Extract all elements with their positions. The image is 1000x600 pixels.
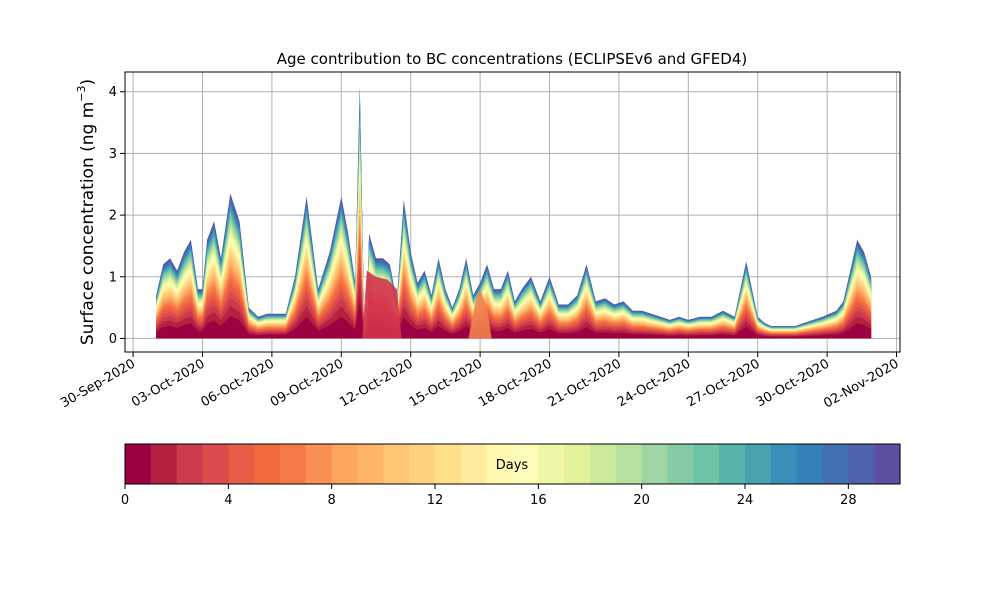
x-tick-label-2: 06-Oct-2020 — [199, 356, 277, 410]
x-tick-label-5: 15-Oct-2020 — [407, 356, 485, 410]
x-tick-label-6: 18-Oct-2020 — [476, 356, 554, 410]
colorbar-cell-6 — [280, 444, 307, 484]
colorbar-cell-15 — [512, 444, 539, 484]
colorbar-tick-label-6: 24 — [737, 493, 754, 508]
y-tick-label-2: 2 — [109, 209, 117, 224]
colorbar-tick-label-3: 12 — [427, 493, 444, 508]
colorbar-tick-label-4: 16 — [530, 493, 547, 508]
y-axis: 0 1 2 3 4 — [109, 85, 125, 347]
colorbar-cell-3 — [202, 444, 229, 484]
y-axis-label-close: ) — [78, 79, 98, 86]
x-tick-label-3: 09-Oct-2020 — [268, 356, 346, 410]
plot-frame — [124, 71, 901, 353]
x-tick-label-9: 27-Oct-2020 — [684, 356, 762, 410]
y-tick-label-3: 3 — [109, 147, 117, 162]
y-tick-label-0: 0 — [109, 332, 117, 347]
colorbar-cell-16 — [538, 444, 565, 484]
y-tick-label-4: 4 — [109, 85, 117, 100]
colorbar-cell-11 — [409, 444, 436, 484]
colorbar-cell-9 — [357, 444, 384, 484]
x-tick-label-1: 03-Oct-2020 — [129, 356, 207, 410]
y-axis-label-text: Surface concentration (ng m — [78, 102, 98, 345]
colorbar-tick-label-0: 0 — [121, 493, 129, 508]
colorbar-cell-7 — [305, 444, 333, 484]
colorbar-cell-2 — [176, 444, 204, 484]
stacked-age-areas — [156, 85, 872, 339]
colorbar-cell-24 — [745, 444, 772, 484]
colorbar-cell-8 — [331, 444, 359, 484]
plot-area: 30-Sep-202003-Oct-202006-Oct-202009-Oct-… — [58, 71, 902, 411]
colorbar-ticks: 0 4 8 12 16 20 24 28 — [121, 484, 857, 508]
x-axis: 30-Sep-202003-Oct-202006-Oct-202009-Oct-… — [58, 352, 902, 411]
colorbar-cell-13 — [460, 444, 488, 484]
colorbar-cell-26 — [796, 444, 824, 484]
colorbar-cell-4 — [228, 444, 255, 484]
colorbar-cells — [125, 444, 901, 484]
colorbar-label: Days — [496, 458, 529, 473]
age-band-area-0 — [156, 299, 872, 339]
gridlines — [125, 72, 900, 352]
y-axis-label-exponent: −3 — [75, 85, 88, 101]
colorbar-cell-0 — [125, 444, 152, 484]
colorbar-cell-18 — [590, 444, 617, 484]
x-tick-label-7: 21-Oct-2020 — [546, 356, 624, 410]
colorbar-tick-label-2: 8 — [328, 493, 336, 508]
young-plume-area-0 — [362, 270, 402, 339]
colorbar-tick-label-1: 4 — [224, 493, 232, 508]
colorbar-cell-19 — [615, 444, 643, 484]
x-tick-label-8: 24-Oct-2020 — [615, 356, 693, 410]
colorbar-tick-label-5: 20 — [633, 493, 650, 508]
colorbar-cell-10 — [383, 444, 410, 484]
y-axis-label: Surface concentration (ng m−3) — [75, 79, 98, 345]
colorbar-cell-28 — [848, 444, 875, 484]
colorbar-cell-21 — [667, 444, 694, 484]
colorbar-cell-17 — [564, 444, 591, 484]
colorbar-frame — [124, 443, 901, 485]
young-plume-area-1 — [468, 289, 492, 339]
colorbar-cell-29 — [874, 444, 901, 484]
colorbar-cell-23 — [719, 444, 746, 484]
young-age-plumes — [362, 270, 492, 339]
colorbar-cell-1 — [150, 444, 178, 484]
colorbar-cell-12 — [435, 444, 462, 484]
colorbar-cell-22 — [693, 444, 720, 484]
x-tick-label-0: 30-Sep-2020 — [58, 356, 138, 411]
svg-text:Surface concentration (ng m−3): Surface concentration (ng m−3) — [75, 79, 98, 345]
colorbar-cell-14 — [486, 444, 514, 484]
colorbar-cell-20 — [641, 444, 669, 484]
colorbar-cell-27 — [822, 444, 849, 484]
colorbar: Days 0 4 8 12 16 20 24 28 — [121, 443, 901, 508]
x-tick-label-10: 30-Oct-2020 — [754, 356, 832, 410]
colorbar-tick-label-7: 28 — [840, 493, 857, 508]
x-tick-label-4: 12-Oct-2020 — [337, 356, 415, 410]
x-tick-label-11: 02-Nov-2020 — [821, 356, 901, 411]
colorbar-cell-25 — [770, 444, 798, 484]
y-tick-label-1: 1 — [109, 270, 117, 285]
chart-title: Age contribution to BC concentrations (E… — [277, 50, 748, 68]
colorbar-cell-5 — [254, 444, 281, 484]
